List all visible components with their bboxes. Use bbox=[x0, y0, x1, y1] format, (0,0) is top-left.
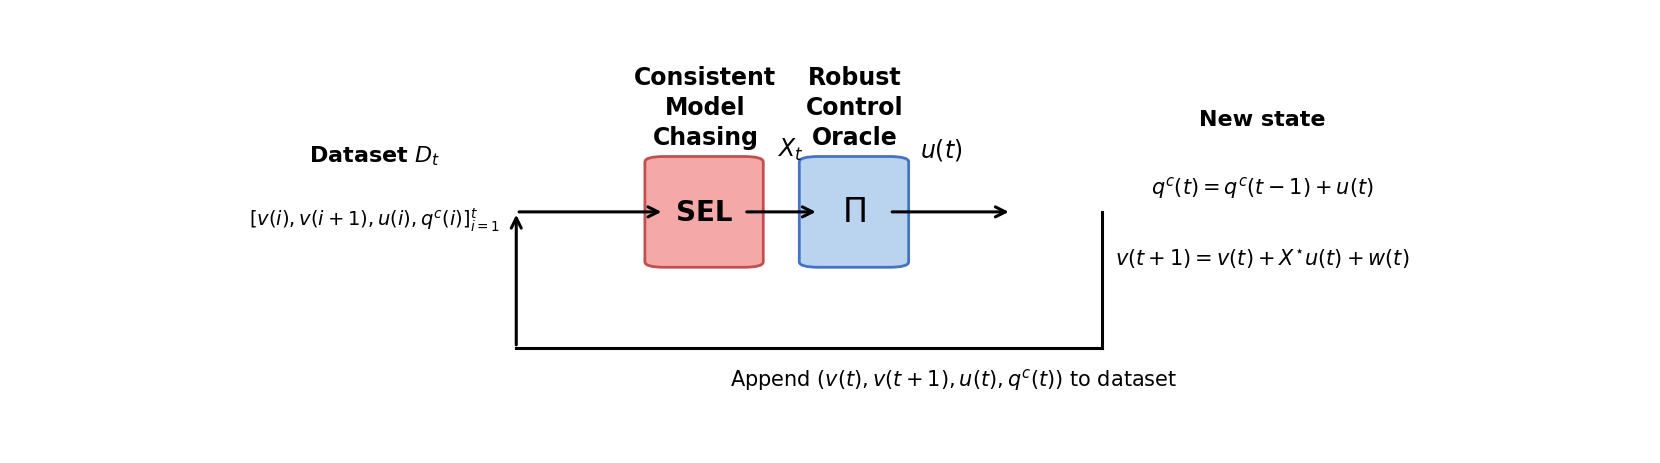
Text: Dataset $D_t$: Dataset $D_t$ bbox=[309, 144, 440, 167]
Text: $[v(i), v(i+1), u(i), q^c(i)]_{i=1}^t$: $[v(i), v(i+1), u(i), q^c(i)]_{i=1}^t$ bbox=[249, 206, 500, 233]
Text: $X_t$: $X_t$ bbox=[777, 137, 803, 163]
Text: New state: New state bbox=[1199, 110, 1326, 130]
Text: SEL: SEL bbox=[676, 199, 732, 226]
Text: Consistent
Model
Chasing: Consistent Model Chasing bbox=[634, 66, 777, 150]
Text: Robust
Control
Oracle: Robust Control Oracle bbox=[805, 66, 903, 150]
FancyBboxPatch shape bbox=[800, 157, 908, 268]
Text: $v(t+1) = v(t) + X^{\star}u(t) + w(t)$: $v(t+1) = v(t) + X^{\star}u(t) + w(t)$ bbox=[1116, 247, 1409, 270]
Text: Append $(v(t), v(t+1), u(t), q^c(t))$ to dataset: Append $(v(t), v(t+1), u(t), q^c(t))$ to… bbox=[730, 366, 1177, 392]
FancyBboxPatch shape bbox=[644, 157, 764, 268]
Text: $q^c(t) = q^c(t-1) + u(t)$: $q^c(t) = q^c(t-1) + u(t)$ bbox=[1150, 175, 1374, 200]
Text: $u(t)$: $u(t)$ bbox=[920, 137, 963, 163]
Text: $\Pi$: $\Pi$ bbox=[842, 196, 867, 229]
